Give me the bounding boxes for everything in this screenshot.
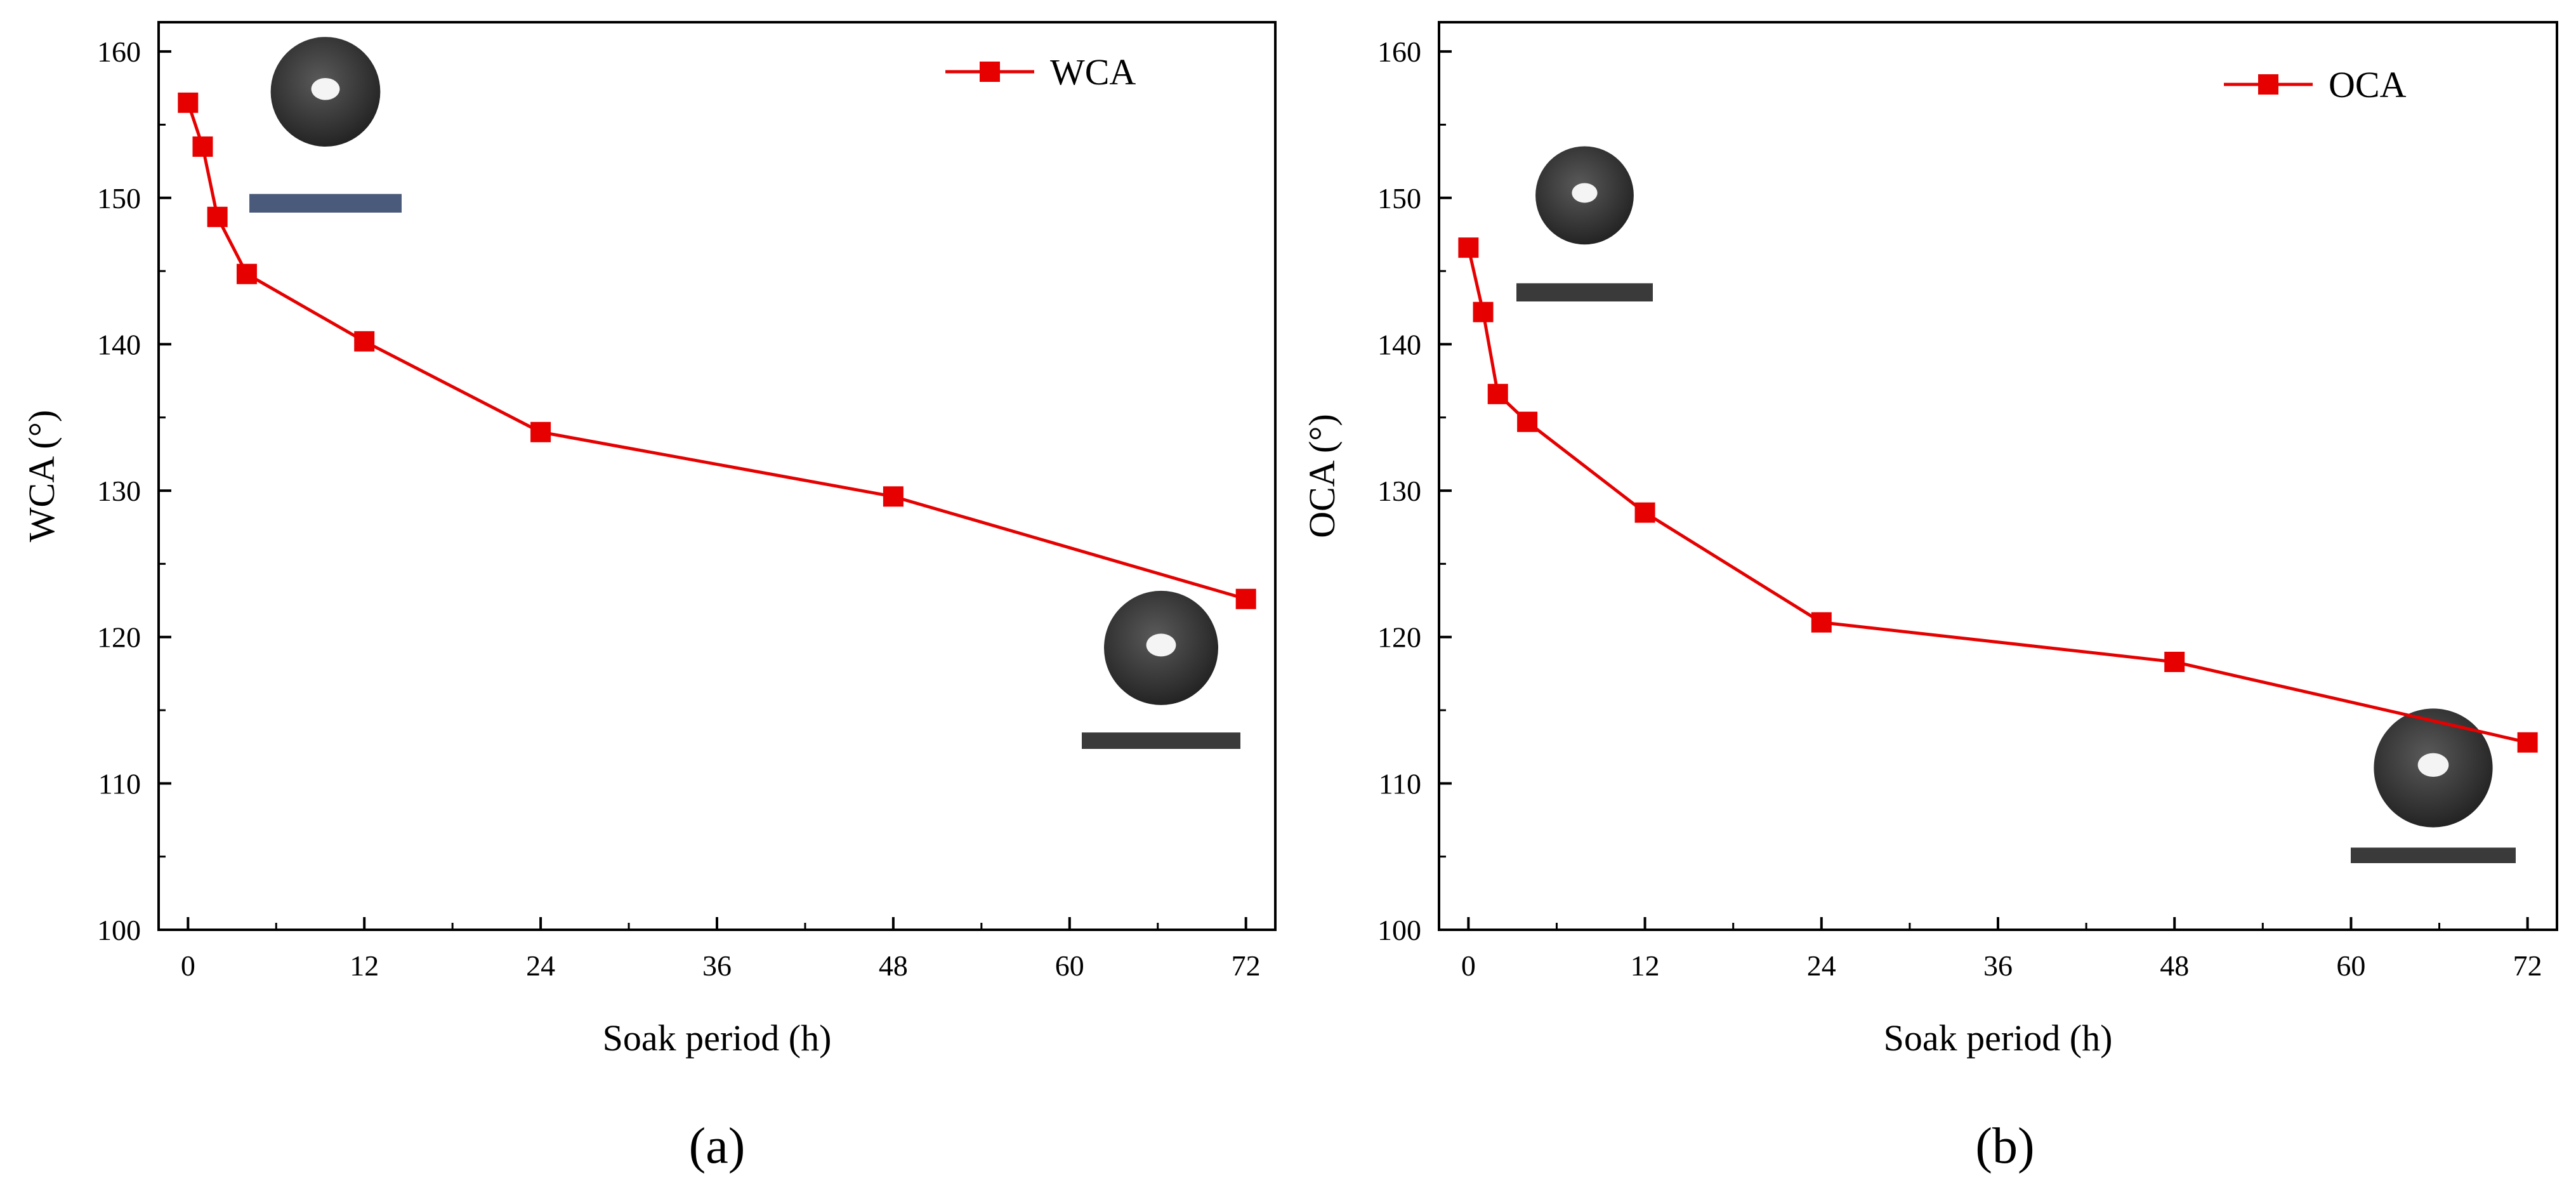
y-tick-label: 120 — [97, 621, 141, 654]
data-point-marker — [178, 92, 199, 113]
droplet-substrate — [1082, 732, 1240, 749]
y-tick-label: 100 — [1377, 914, 1421, 946]
droplet-highlight — [1146, 633, 1176, 657]
panel-label: (b) — [1975, 1118, 2034, 1174]
x-tick-label: 24 — [1807, 949, 1836, 982]
data-point-marker — [1458, 237, 1479, 258]
y-tick-label: 140 — [1377, 328, 1421, 360]
data-point-marker — [1517, 411, 1538, 432]
y-tick-label: 160 — [97, 36, 141, 68]
data-point-marker — [530, 421, 551, 442]
y-tick-label: 150 — [97, 182, 141, 215]
legend-label: WCA — [1050, 51, 1136, 93]
data-point-marker — [1811, 612, 1832, 633]
x-tick-label: 72 — [2513, 949, 2542, 982]
data-point-marker — [1634, 502, 1655, 523]
x-tick-label: 0 — [181, 949, 195, 982]
y-axis-label: OCA (°) — [1301, 414, 1343, 538]
y-tick-label: 130 — [1377, 475, 1421, 507]
y-tick-label: 110 — [1379, 767, 1421, 800]
data-point-marker — [1235, 588, 1256, 609]
droplet-substrate — [2351, 847, 2516, 863]
y-tick-label: 130 — [97, 475, 141, 507]
droplet-inset-image — [1082, 590, 1240, 749]
droplet-inset-image — [2351, 708, 2516, 863]
y-tick-label: 150 — [1377, 182, 1421, 215]
data-point-marker — [2164, 651, 2185, 672]
data-point-marker — [207, 206, 228, 227]
x-axis-label: Soak period (h) — [603, 1017, 832, 1059]
x-axis-label: Soak period (h) — [1884, 1017, 2113, 1059]
y-axis-label: WCA (°) — [21, 410, 62, 542]
x-tick-label: 24 — [526, 949, 555, 982]
y-tick-label: 160 — [1377, 36, 1421, 68]
data-point-marker — [2517, 732, 2538, 753]
x-tick-label: 72 — [1232, 949, 1261, 982]
y-tick-label: 140 — [97, 328, 141, 360]
droplet-highlight — [311, 77, 340, 100]
droplet-substrate — [249, 194, 402, 213]
droplet-highlight — [2417, 753, 2449, 777]
data-point-marker — [236, 263, 257, 284]
x-tick-label: 60 — [1055, 949, 1084, 982]
legend-label: OCA — [2329, 64, 2407, 105]
droplet-inset-image — [1516, 146, 1653, 301]
y-tick-label: 100 — [97, 914, 141, 946]
legend-marker — [2258, 74, 2278, 95]
droplet-inset-image — [249, 37, 402, 213]
y-tick-label: 110 — [98, 767, 141, 800]
data-point-marker — [1487, 383, 1508, 404]
x-tick-label: 36 — [702, 949, 732, 982]
data-point-marker — [354, 331, 375, 352]
data-point-marker — [1473, 301, 1494, 322]
y-tick-label: 120 — [1377, 621, 1421, 654]
series-line — [186, 102, 1247, 601]
droplet-highlight — [1572, 183, 1598, 203]
x-tick-label: 0 — [1461, 949, 1476, 982]
x-tick-label: 60 — [2336, 949, 2365, 982]
x-tick-label: 12 — [350, 949, 379, 982]
x-tick-label: 48 — [879, 949, 908, 982]
legend-marker — [980, 62, 1000, 82]
panel-b: 0 12 24 36 48 60 72 100 110 120 130 140 150 160 Soak p… — [1301, 21, 2558, 1174]
series-line — [1466, 247, 2528, 744]
x-tick-label: 12 — [1631, 949, 1660, 982]
x-tick-label: 48 — [2160, 949, 2189, 982]
panel-a: 0 12 24 36 48 60 72 100 110 120 130 140 150 160 Soak p… — [21, 21, 1277, 1174]
data-point-marker — [883, 486, 904, 507]
panel-label: (a) — [689, 1118, 746, 1174]
droplet-substrate — [1516, 283, 1653, 301]
data-point-marker — [192, 136, 213, 157]
x-tick-label: 36 — [1983, 949, 2013, 982]
